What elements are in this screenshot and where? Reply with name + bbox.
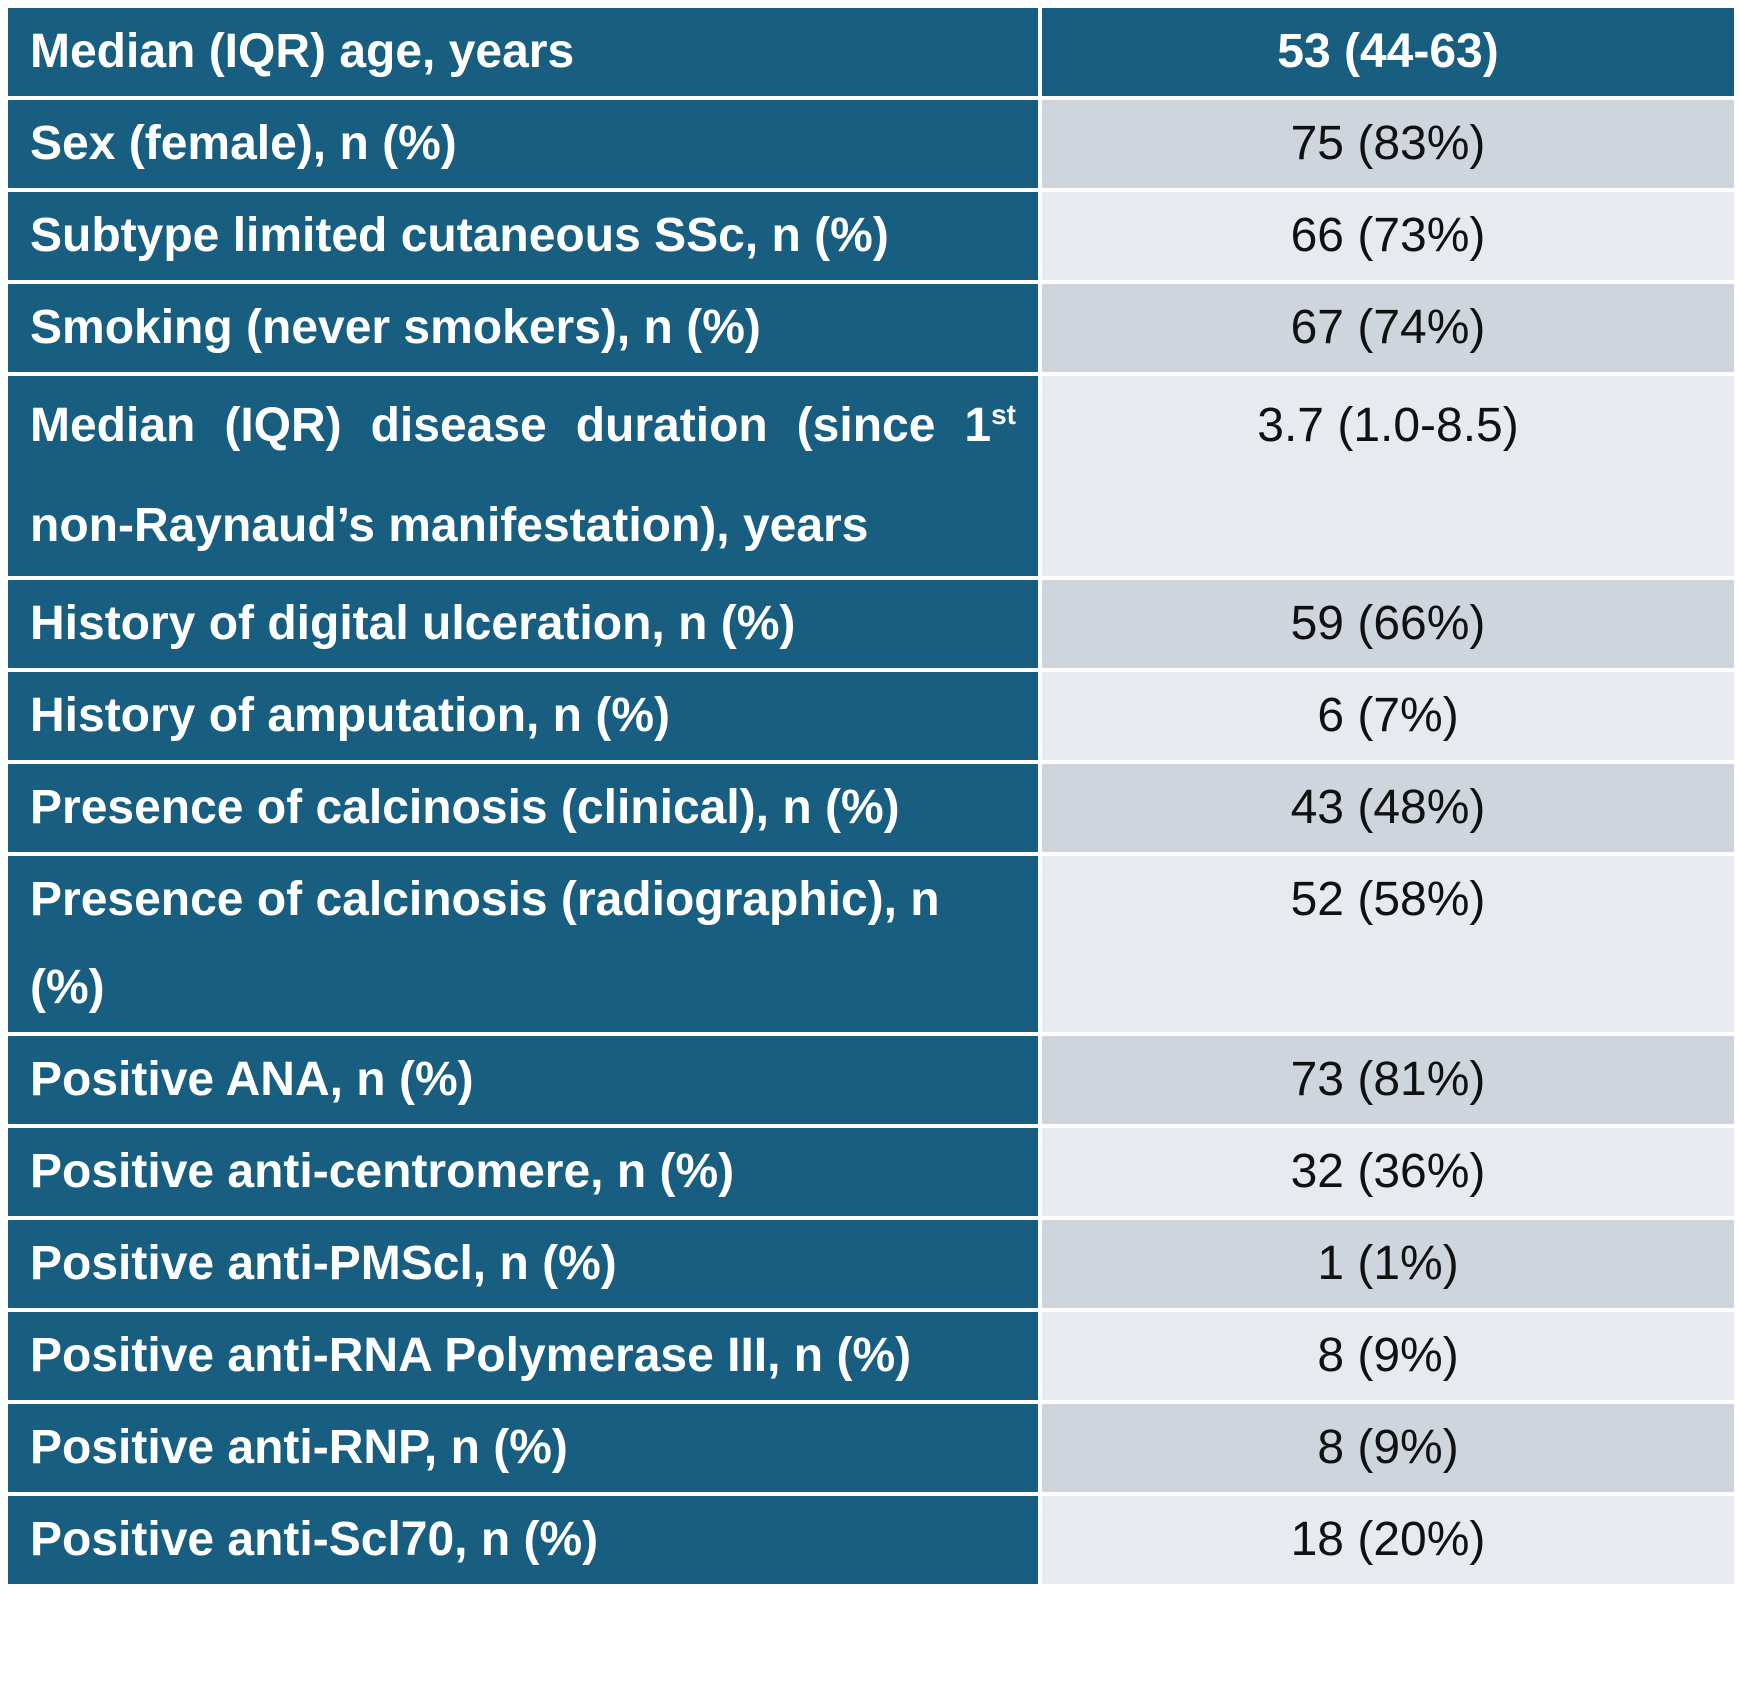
- table-row-digital-ulceration: History of digital ulceration, n (%) 59 …: [8, 580, 1734, 672]
- row-value: 43 (48%): [1042, 764, 1734, 852]
- row-value: 52 (58%): [1042, 856, 1734, 1032]
- row-label-part: non-Raynaud’s manifestation), years: [30, 499, 869, 552]
- table-row-ana: Positive ANA, n (%) 73 (81%): [8, 1036, 1734, 1128]
- row-label: Subtype limited cutaneous SSc, n (%): [8, 192, 1042, 280]
- row-value: 8 (9%): [1042, 1404, 1734, 1492]
- row-label: Presence of calcinosis (radiographic), n…: [8, 856, 1042, 1032]
- table-row-disease-duration: Median (IQR) disease duration (since 1st…: [8, 376, 1734, 580]
- table-row-anti-rnp: Positive anti-RNP, n (%) 8 (9%): [8, 1404, 1734, 1496]
- row-label: Presence of calcinosis (clinical), n (%): [8, 764, 1042, 852]
- row-value: 66 (73%): [1042, 192, 1734, 280]
- row-label-part: Median (IQR) disease duration (since 1: [30, 399, 992, 452]
- row-value: 8 (9%): [1042, 1312, 1734, 1400]
- row-label: Median (IQR) disease duration (since 1st…: [8, 376, 1042, 576]
- row-label: Median (IQR) age, years: [8, 8, 1042, 96]
- row-value: 18 (20%): [1042, 1496, 1734, 1584]
- row-label: Positive anti-Scl70, n (%): [8, 1496, 1042, 1584]
- row-label: History of digital ulceration, n (%): [8, 580, 1042, 668]
- table-row-anti-rna-polymerase: Positive anti-RNA Polymerase III, n (%) …: [8, 1312, 1734, 1404]
- row-label: Sex (female), n (%): [8, 100, 1042, 188]
- table-row-smoking: Smoking (never smokers), n (%) 67 (74%): [8, 284, 1734, 376]
- table-row-amputation: History of amputation, n (%) 6 (7%): [8, 672, 1734, 764]
- row-label: History of amputation, n (%): [8, 672, 1042, 760]
- row-label: Positive anti-PMScl, n (%): [8, 1220, 1042, 1308]
- row-value: 67 (74%): [1042, 284, 1734, 372]
- row-label: Positive anti-RNP, n (%): [8, 1404, 1042, 1492]
- table-row-calcinosis-clinical: Presence of calcinosis (clinical), n (%)…: [8, 764, 1734, 856]
- row-label: Positive ANA, n (%): [8, 1036, 1042, 1124]
- row-label-superscript: st: [991, 399, 1016, 430]
- table-row-anti-pmscl: Positive anti-PMScl, n (%) 1 (1%): [8, 1220, 1734, 1312]
- table-row-subtype: Subtype limited cutaneous SSc, n (%) 66 …: [8, 192, 1734, 284]
- table-row-anti-scl70: Positive anti-Scl70, n (%) 18 (20%): [8, 1496, 1734, 1584]
- row-label: Smoking (never smokers), n (%): [8, 284, 1042, 372]
- row-value: 73 (81%): [1042, 1036, 1734, 1124]
- characteristics-table: Median (IQR) age, years 53 (44-63) Sex (…: [8, 8, 1734, 1584]
- row-value: 53 (44-63): [1042, 8, 1734, 96]
- table-row-calcinosis-radiographic: Presence of calcinosis (radiographic), n…: [8, 856, 1734, 1036]
- row-value: 75 (83%): [1042, 100, 1734, 188]
- row-value: 1 (1%): [1042, 1220, 1734, 1308]
- row-label: Positive anti-centromere, n (%): [8, 1128, 1042, 1216]
- row-value: 32 (36%): [1042, 1128, 1734, 1216]
- row-value: 59 (66%): [1042, 580, 1734, 668]
- table-row-sex: Sex (female), n (%) 75 (83%): [8, 100, 1734, 192]
- row-label: Positive anti-RNA Polymerase III, n (%): [8, 1312, 1042, 1400]
- table-row-anti-centromere: Positive anti-centromere, n (%) 32 (36%): [8, 1128, 1734, 1220]
- row-value: 3.7 (1.0-8.5): [1042, 376, 1734, 576]
- row-value: 6 (7%): [1042, 672, 1734, 760]
- table-row-age: Median (IQR) age, years 53 (44-63): [8, 8, 1734, 100]
